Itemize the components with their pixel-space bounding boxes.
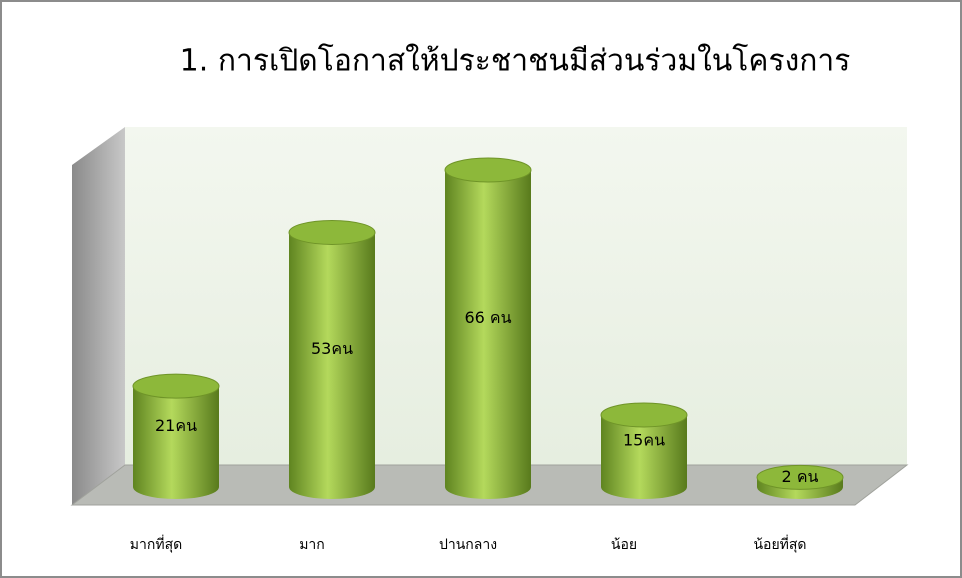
chart-title: 1. การเปิดโอกาสให้ประชาชนมีส่วนร่วมในโคร… bbox=[180, 43, 851, 79]
cylinder bbox=[601, 414, 687, 499]
x-tick-label: มาก bbox=[299, 537, 325, 553]
value-label: 53คน bbox=[311, 339, 353, 358]
x-tick-label: มากที่สุด bbox=[130, 535, 182, 553]
cylinder-top bbox=[132, 373, 220, 399]
cylinder-top bbox=[756, 464, 844, 490]
value-label: 2 คน bbox=[782, 467, 819, 486]
cylinder bbox=[289, 232, 375, 499]
x-tick-label: น้อยที่สุด bbox=[753, 535, 806, 553]
value-label: 15คน bbox=[623, 430, 665, 449]
cylinder-top bbox=[444, 157, 532, 183]
x-tick-label: น้อย bbox=[611, 537, 637, 553]
value-label: 66 คน bbox=[464, 308, 511, 327]
side-wall bbox=[72, 127, 125, 505]
value-label: 21คน bbox=[155, 416, 197, 435]
cylinder bbox=[445, 170, 531, 499]
cylinder bbox=[133, 386, 219, 499]
cylinder-top bbox=[600, 402, 688, 428]
x-tick-label: ปานกลาง bbox=[439, 537, 497, 553]
cylinder-top bbox=[288, 219, 376, 245]
